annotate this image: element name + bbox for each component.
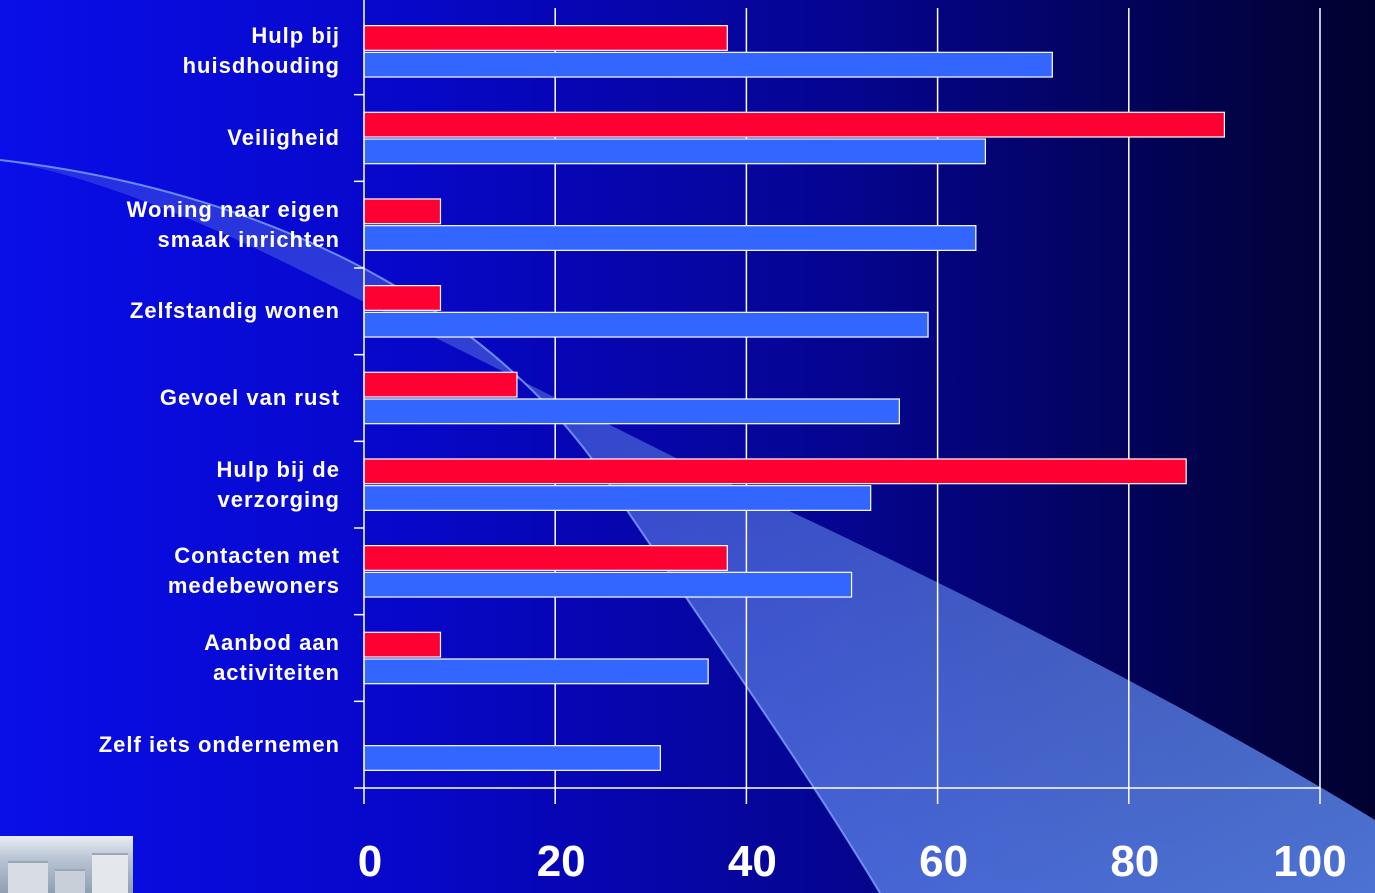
category-label: Aanbod aan activiteiten: [204, 630, 340, 685]
category-label: Woning naar eigen smaak inrichten: [126, 196, 340, 252]
bars: [363, 25, 1226, 771]
category-label: Veiligheid: [227, 125, 340, 150]
category-label: Contacten met medebewoners: [167, 543, 340, 599]
bar-series-1-0: [363, 25, 728, 51]
category-label: Hulp bij huisdhouding: [182, 23, 340, 79]
bar-series-1-7: [363, 631, 442, 658]
bar-series-2-6: [363, 571, 853, 598]
axes: [354, 0, 1321, 804]
bar-series-1-4: [363, 371, 518, 398]
building-photo-thumbnail: [0, 836, 133, 893]
x-tick-label-100: 100: [1273, 837, 1347, 886]
category-label: Hulp bij de verzorging: [216, 456, 340, 512]
bar-series-2-0: [363, 51, 1053, 78]
x-tick-label-60: 60: [919, 837, 969, 886]
bar-series-1-6: [363, 545, 728, 571]
bar-series-1-2: [363, 198, 442, 225]
x-tick-label-0: 0: [357, 837, 383, 886]
bar-series-2-3: [363, 311, 929, 338]
bar-series-1-1: [363, 111, 1226, 138]
bar-series-1-5: [363, 458, 1187, 485]
bar-series-2-2: [363, 225, 977, 251]
x-tick-label-40: 40: [727, 837, 777, 886]
category-label: Gevoel van rust: [159, 385, 340, 410]
bar-series-2-8: [363, 745, 661, 771]
bar-series-2-7: [363, 658, 709, 685]
bar-series-1-3: [363, 285, 442, 311]
bar-series-2-4: [363, 398, 900, 425]
category-label: Zelf iets ondernemen: [98, 731, 340, 757]
category-label: Zelfstandig wonen: [129, 298, 340, 324]
x-tick-label-20: 20: [536, 837, 586, 886]
bar-series-2-1: [363, 138, 987, 165]
x-tick-label-80: 80: [1110, 837, 1160, 886]
gridlines: [554, 8, 1321, 788]
bar-series-2-5: [363, 485, 872, 511]
